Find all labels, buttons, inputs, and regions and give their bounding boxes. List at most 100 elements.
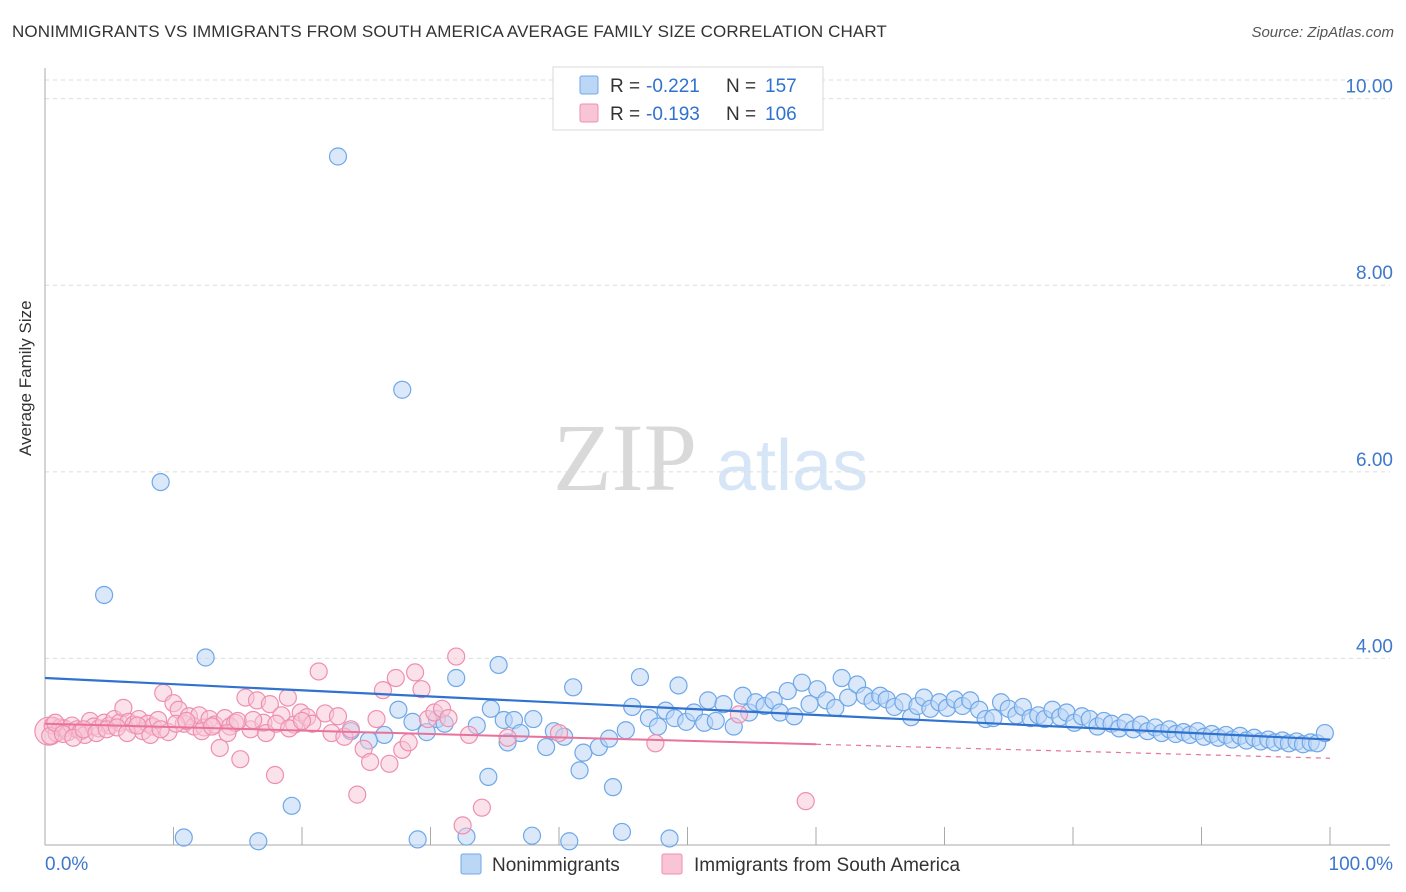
- legend-bottom-swatch-blue: [460, 853, 482, 875]
- immigrant-point: [796, 792, 815, 811]
- nonimmigrant-point: [408, 830, 427, 849]
- immigrant-point: [309, 662, 328, 681]
- immigrants-trend-line: [44, 722, 817, 746]
- trend-lines: [44, 676, 1331, 759]
- immigrant-point: [498, 728, 517, 747]
- immigrant-point: [231, 750, 250, 769]
- nonimmigrant-point: [282, 796, 301, 815]
- immigrant-point: [646, 734, 665, 753]
- immigrant-point: [228, 711, 247, 731]
- nonimmigrant-point: [669, 676, 688, 695]
- nonimmigrant-point: [1315, 723, 1334, 743]
- nonimmigrant-point: [616, 721, 635, 740]
- nonimmigrant-point: [630, 667, 650, 687]
- legend-n-value-1: 157: [765, 76, 797, 97]
- y-tick-label: 6.00: [1356, 450, 1393, 471]
- nonimmigrant-point: [660, 829, 679, 848]
- immigrant-point: [151, 720, 170, 739]
- legend-swatch-blue: [579, 75, 599, 95]
- nonimmigrant-point: [570, 761, 589, 780]
- source-label: Source: ZipAtlas.com: [1251, 24, 1394, 41]
- legend-bottom-label-1: Nonimmigrants: [492, 855, 620, 876]
- nonimmigrant-point: [403, 712, 422, 731]
- nonimmigrant-point: [196, 648, 215, 667]
- immigrant-point: [367, 709, 386, 729]
- legend-r-value-1: -0.221: [646, 76, 700, 97]
- immigrant-point: [265, 765, 285, 785]
- nonimmigrant-point: [447, 668, 466, 688]
- immigrant-point: [328, 707, 348, 726]
- series-legend: Nonimmigrants Immigrants from South Amer…: [460, 853, 961, 876]
- nonimmigrant-point: [249, 832, 268, 851]
- nonimmigrant-point: [174, 828, 193, 847]
- legend-r-label-2: R =: [610, 104, 640, 125]
- nonimmigrant-point: [393, 380, 412, 399]
- immigrant-point: [447, 647, 466, 666]
- nonimmigrant-point: [612, 822, 632, 842]
- immigrant-point: [244, 710, 263, 730]
- nonimmigrant-point: [537, 737, 556, 757]
- nonimmigrant-point: [479, 767, 498, 786]
- nonimmigrant-point: [706, 711, 725, 731]
- immigrant-point: [439, 709, 458, 728]
- immigrant-point: [729, 705, 749, 724]
- x-tick-label: 0.0%: [45, 854, 88, 875]
- immigrant-point: [373, 681, 393, 700]
- y-tick-label: 10.00: [1345, 77, 1393, 98]
- immigrant-point: [380, 754, 399, 773]
- immigrant-point: [341, 720, 360, 739]
- immigrant-point: [412, 680, 431, 699]
- immigrant-point: [386, 668, 405, 688]
- immigrant-point: [453, 816, 472, 835]
- nonimmigrants-trend-line: [44, 676, 1331, 741]
- y-tick-label: 8.00: [1356, 263, 1393, 284]
- nonimmigrant-point: [785, 707, 804, 726]
- legend-bottom-swatch-pink: [661, 853, 683, 875]
- immigrant-point: [361, 752, 380, 772]
- immigrant-point: [549, 723, 569, 743]
- x-tick-label: 100.0%: [1329, 854, 1394, 875]
- nonimmigrant-point: [698, 691, 718, 710]
- immigrant-point: [202, 717, 222, 736]
- immigrant-point: [348, 785, 367, 804]
- nonimmigrant-point: [522, 826, 542, 845]
- nonimmigrant-point: [778, 681, 797, 701]
- nonimmigrant-point: [574, 743, 593, 762]
- nonimmigrant-point: [560, 832, 579, 851]
- grid-lines: [45, 79, 1390, 659]
- y-tick-label: 4.00: [1356, 636, 1393, 657]
- watermark-atlas: atlas: [716, 426, 868, 506]
- immigrant-point: [177, 711, 196, 731]
- nonimmigrant-point: [648, 717, 668, 736]
- nonimmigrant-point: [832, 668, 851, 688]
- stats-legend: R = -0.221 N = 157 R = -0.193 N = 106: [552, 66, 824, 131]
- legend-n-label-2: N =: [726, 104, 756, 125]
- immigrant-point: [278, 688, 297, 707]
- axes: 4.00 6.00 8.00 10.00 0.0% 100.0%: [44, 68, 1394, 875]
- immigrant-point: [292, 711, 312, 731]
- immigrant-point: [210, 738, 229, 758]
- immigrant-point: [405, 663, 425, 682]
- watermark-zip: ZIP: [553, 404, 697, 511]
- nonimmigrant-point: [564, 678, 583, 697]
- nonimmigrant-point: [524, 709, 543, 729]
- nonimmigrant-point: [603, 778, 623, 797]
- legend-bottom-label-2: Immigrants from South America: [694, 855, 961, 876]
- legend-n-label-1: N =: [726, 76, 756, 97]
- nonimmigrant-point: [151, 472, 170, 492]
- nonimmigrant-point: [375, 725, 394, 745]
- nonimmigrant-point: [389, 700, 408, 719]
- legend-r-value-2: -0.193: [646, 104, 700, 125]
- nonimmigrant-point: [328, 147, 348, 166]
- nonimmigrant-point: [792, 673, 811, 692]
- immigrant-point: [399, 733, 418, 752]
- nonimmigrant-point: [800, 695, 819, 714]
- chart-title: NONIMMIGRANTS VS IMMIGRANTS FROM SOUTH A…: [12, 22, 887, 41]
- immigrant-point: [472, 798, 491, 817]
- nonimmigrants-points: [95, 147, 1334, 851]
- nonimmigrant-point: [95, 585, 114, 605]
- immigrant-point: [260, 695, 279, 714]
- nonimmigrant-point: [714, 695, 733, 714]
- nonimmigrant-point: [489, 655, 508, 675]
